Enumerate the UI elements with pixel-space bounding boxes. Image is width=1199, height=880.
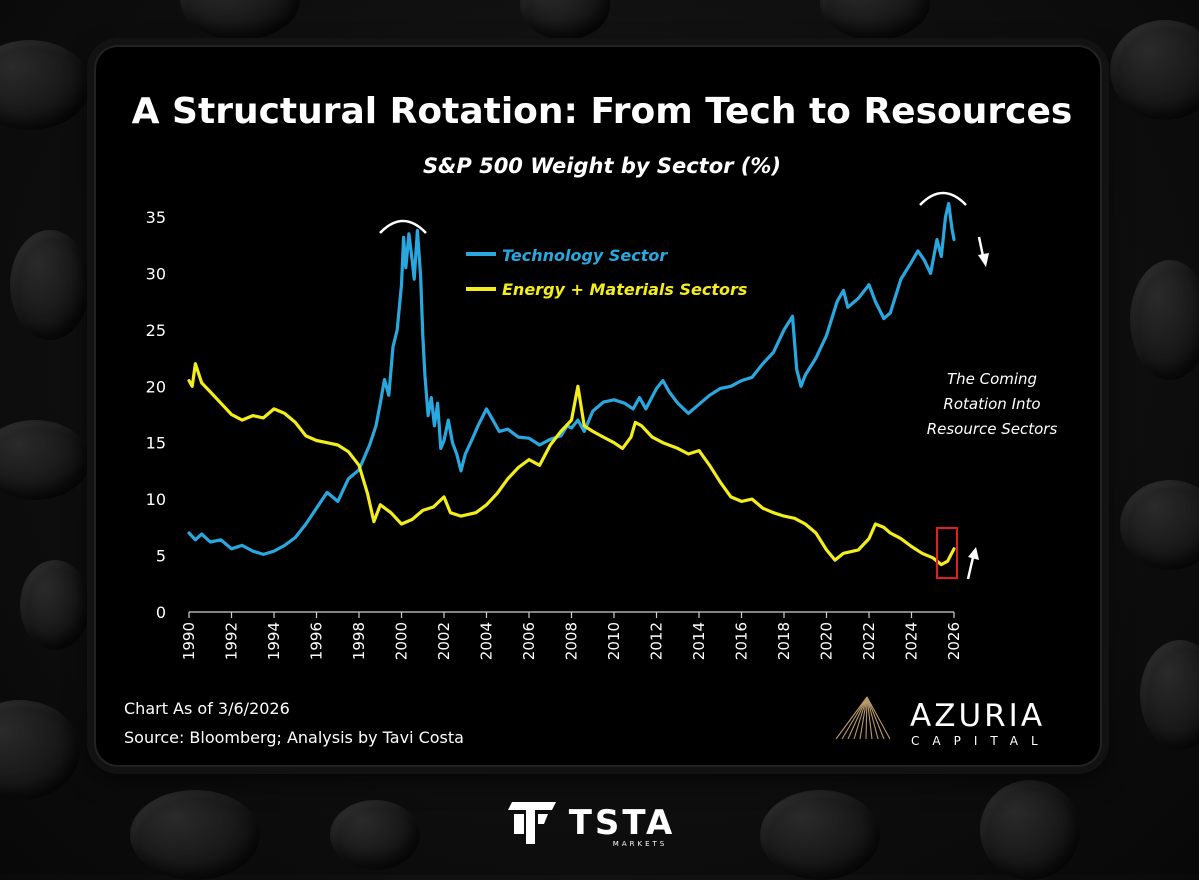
x-tick-label-1994: 1994	[265, 622, 283, 660]
tsta-logo-sub: MARKETS	[613, 840, 667, 848]
x-tick-label-2014: 2014	[690, 622, 708, 660]
rotation-annotation: The Coming Rotation Into Resource Sector…	[927, 370, 1058, 438]
x-tick-label-2024: 2024	[903, 622, 921, 660]
y-tick-label-25: 25	[146, 321, 166, 340]
annotation-line-2: Rotation Into	[943, 395, 1040, 413]
x-tick-label-2012: 2012	[648, 622, 666, 660]
x-tick-label-2018: 2018	[775, 622, 793, 660]
chart-title: A Structural Rotation: From Tech to Reso…	[132, 91, 1073, 132]
x-tick-label-1992: 1992	[223, 622, 241, 660]
y-axis: 0 5 10 15 20 25 30 35	[146, 208, 166, 622]
tsta-logo-mark	[508, 802, 556, 844]
x-tick-label-2008: 2008	[563, 622, 581, 660]
legend: Technology Sector Energy + Materials Sec…	[466, 246, 747, 299]
highlight-box	[936, 527, 958, 579]
chart-as-of: Chart As of 3/6/2026	[124, 699, 290, 718]
x-tick-label-1996: 1996	[308, 622, 326, 660]
peak-arc-2025	[919, 191, 967, 206]
x-tick-label-1990: 1990	[180, 622, 198, 660]
chart-subtitle: S&P 500 Weight by Sector (%)	[423, 154, 781, 178]
up-arrow-icon	[966, 547, 979, 580]
chart-card: A Structural Rotation: From Tech to Reso…	[96, 47, 1100, 765]
legend-label-energy-materials: Energy + Materials Sectors	[502, 280, 747, 299]
series-layer	[187, 201, 956, 567]
chart-source: Source: Bloomberg; Analysis by Tavi Cost…	[124, 728, 464, 747]
x-tick-label-2004: 2004	[478, 622, 496, 660]
peak-arc-2000	[379, 219, 427, 234]
x-tick-label-2022: 2022	[860, 622, 878, 660]
y-tick-label-35: 35	[146, 208, 166, 227]
y-tick-label-20: 20	[146, 377, 166, 396]
x-tick-label-2026: 2026	[945, 622, 963, 660]
y-tick-label-10: 10	[146, 490, 166, 509]
series-line-energy-materials-sectors	[187, 362, 956, 567]
x-tick-label-2000: 2000	[393, 622, 411, 660]
y-tick-label-30: 30	[146, 264, 166, 283]
y-tick-label-0: 0	[156, 603, 166, 622]
x-axis: 1990 1992 1994 1996 1998 2000 2002 2004 2006 2008…	[180, 611, 963, 660]
annotation-line-3: Resource Sectors	[927, 420, 1058, 438]
x-tick-label-2020: 2020	[818, 622, 836, 660]
azuria-logo: AZURIA CAPITAL	[835, 696, 1051, 748]
down-arrow-icon	[977, 236, 989, 267]
azuria-logo-mark	[835, 696, 891, 740]
y-tick-label-5: 5	[156, 547, 166, 566]
series-line-technology-sector	[187, 201, 956, 556]
x-tick-label-2016: 2016	[733, 622, 751, 660]
y-tick-label-15: 15	[146, 434, 166, 453]
azuria-logo-name: AZURIA	[910, 698, 1045, 734]
annotation-line-1: The Coming	[947, 370, 1037, 388]
legend-label-technology: Technology Sector	[502, 246, 668, 265]
chart-svg: A Structural Rotation: From Tech to Reso…	[124, 91, 1073, 748]
x-tick-label-2002: 2002	[435, 622, 453, 660]
x-tick-label-2006: 2006	[520, 622, 538, 660]
x-tick-label-1998: 1998	[350, 622, 368, 660]
azuria-logo-sub: CAPITAL	[911, 734, 1051, 748]
tsta-logo-name: TSTA	[569, 803, 676, 843]
tsta-logo: TSTA MARKETS	[508, 802, 676, 848]
x-tick-label-2010: 2010	[605, 622, 623, 660]
